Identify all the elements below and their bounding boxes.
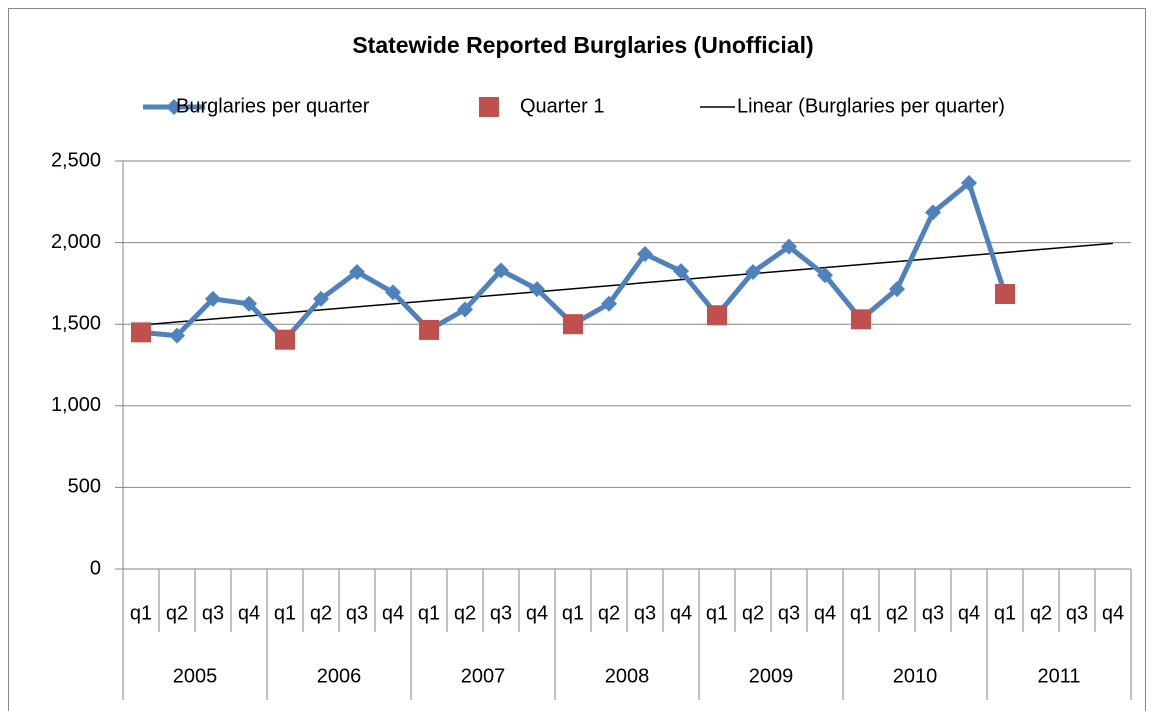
chart-border (8, 8, 1146, 711)
x-tick-label: q4 (670, 602, 692, 624)
data-point (313, 290, 329, 307)
x-group-label: 2011 (1037, 665, 1080, 687)
x-tick-label: q3 (778, 602, 800, 624)
chart-title: Statewide Reported Burglaries (Unofficia… (352, 32, 813, 58)
data-point (385, 284, 401, 301)
x-group-label: 2010 (893, 665, 938, 687)
x-tick-label: q1 (418, 602, 440, 624)
data-point (961, 175, 977, 192)
x-tick-label: q1 (130, 602, 152, 624)
data-point (995, 284, 1015, 305)
data-point (493, 262, 509, 279)
x-tick-label: q1 (850, 602, 872, 624)
data-point (563, 314, 583, 335)
legend-marker (479, 97, 499, 117)
y-tick-label: 500 (68, 476, 101, 498)
legend-label: Burglaries per quarter (176, 95, 370, 117)
x-tick-label: q3 (1066, 602, 1088, 624)
data-point (241, 295, 257, 312)
x-tick-label: q3 (346, 602, 368, 624)
x-group-label: 2006 (317, 665, 362, 687)
y-tick-label: 1,500 (51, 312, 101, 334)
data-point (851, 309, 871, 330)
data-point (457, 301, 473, 318)
x-tick-label: q1 (274, 602, 296, 624)
data-point (817, 267, 833, 284)
x-group-label: 2005 (173, 665, 218, 687)
x-tick-label: q4 (238, 602, 260, 624)
data-point (745, 263, 761, 280)
data-point (349, 263, 365, 280)
data-point (707, 305, 727, 326)
x-tick-label: q3 (922, 602, 944, 624)
data-point (781, 238, 797, 255)
trendline (140, 242, 1114, 326)
x-tick-label: q1 (994, 602, 1016, 624)
data-point (673, 263, 689, 280)
data-point (889, 281, 905, 298)
x-tick-label: q2 (454, 602, 476, 624)
x-tick-label: q4 (526, 602, 548, 624)
x-tick-label: q2 (742, 602, 764, 624)
y-tick-label: 2,500 (51, 149, 101, 171)
x-tick-label: q3 (202, 602, 224, 624)
data-point (637, 246, 653, 263)
legend-label: Quarter 1 (520, 95, 604, 117)
x-tick-label: q2 (166, 602, 188, 624)
data-point (419, 319, 439, 340)
legend-marker (166, 99, 182, 115)
x-group-label: 2007 (461, 665, 506, 687)
legend-label: Linear (Burglaries per quarter) (737, 95, 1005, 117)
x-tick-label: q4 (1102, 602, 1124, 624)
data-point (529, 281, 545, 298)
x-group-label: 2008 (605, 665, 650, 687)
x-tick-label: q4 (814, 602, 836, 624)
y-tick-label: 0 (90, 557, 101, 579)
x-group-label: 2009 (749, 665, 794, 687)
x-tick-label: q2 (310, 602, 332, 624)
data-point (925, 204, 941, 221)
x-tick-label: q4 (382, 602, 404, 624)
data-point (275, 329, 295, 350)
x-tick-label: q2 (886, 602, 908, 624)
y-tick-label: 2,000 (51, 231, 101, 253)
data-point (169, 327, 185, 344)
x-tick-label: q2 (1030, 602, 1052, 624)
x-tick-label: q4 (958, 602, 980, 624)
x-tick-label: q1 (562, 602, 584, 624)
data-point (601, 295, 617, 312)
x-tick-label: q3 (490, 602, 512, 624)
data-point (131, 322, 151, 343)
data-point (205, 290, 221, 307)
y-tick-label: 1,000 (51, 394, 101, 416)
x-tick-label: q1 (706, 602, 728, 624)
x-tick-label: q2 (598, 602, 620, 624)
x-tick-label: q3 (634, 602, 656, 624)
